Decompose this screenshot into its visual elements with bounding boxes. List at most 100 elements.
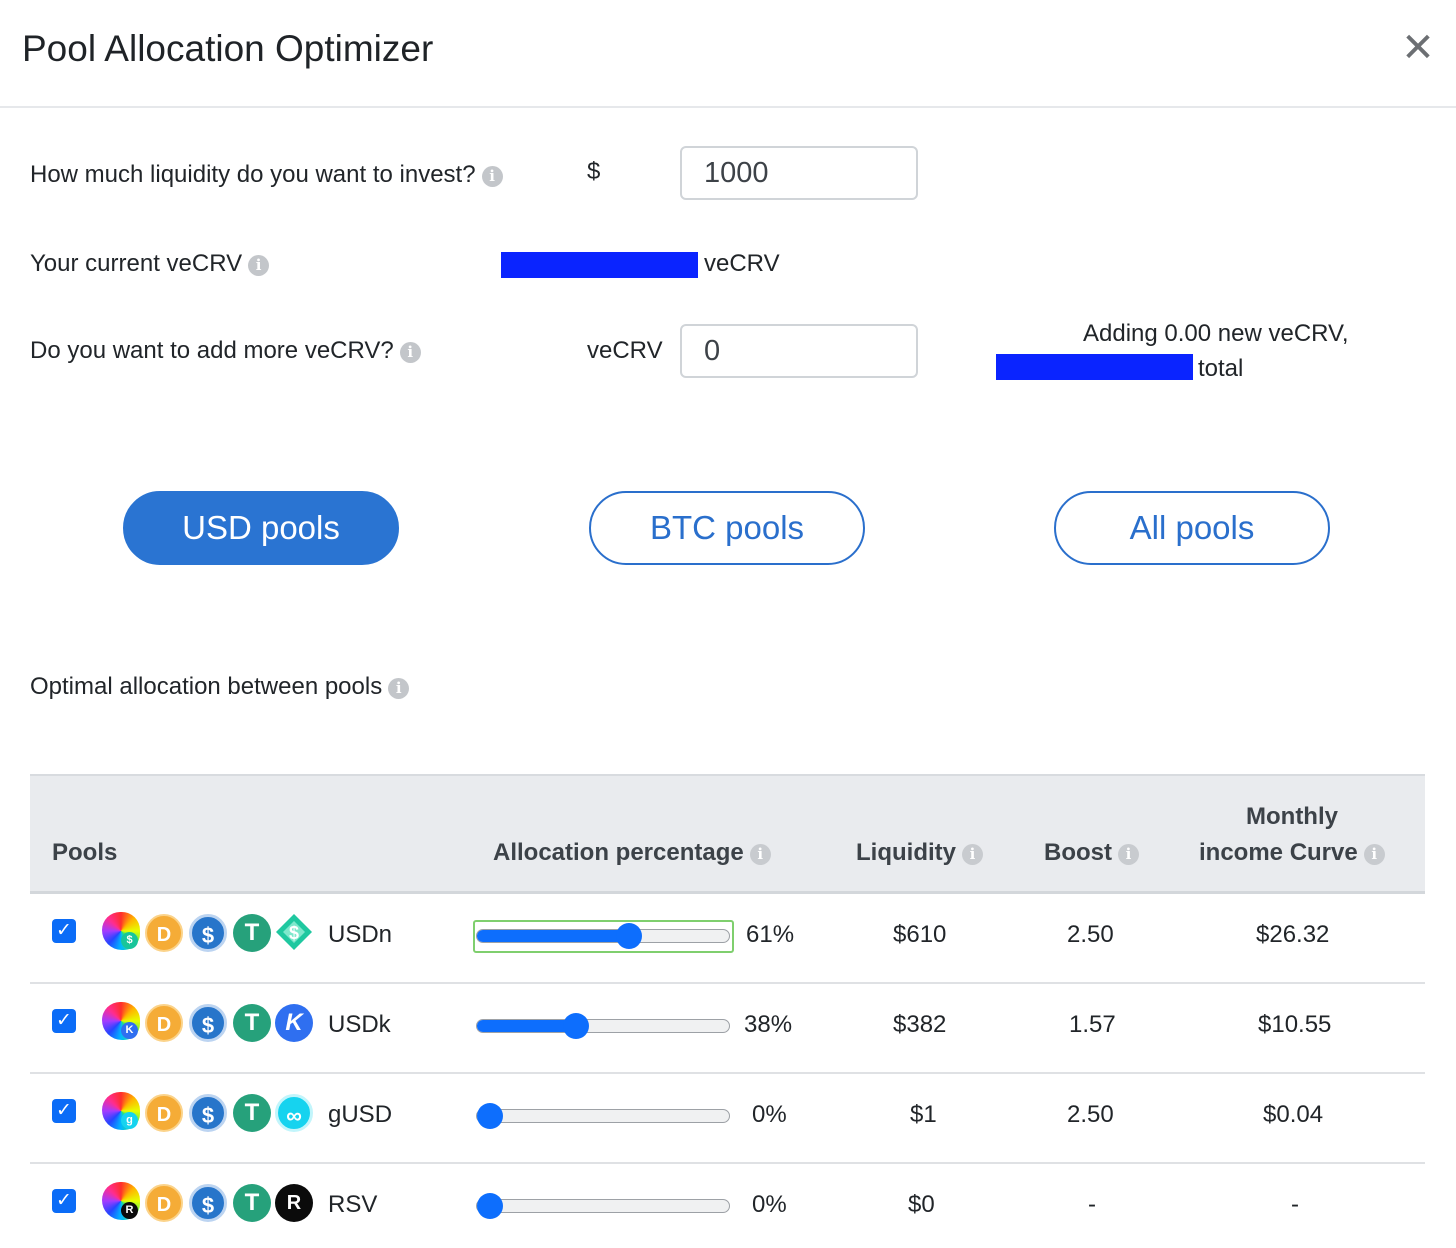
usdc-icon: $ bbox=[189, 1184, 227, 1222]
current-vecrv-label: Your current veCRV bbox=[30, 250, 243, 277]
usd-pools-button[interactable]: USD pools bbox=[123, 491, 399, 565]
slider-fill bbox=[477, 930, 628, 942]
gusd-badge-icon: g bbox=[121, 1112, 138, 1129]
all-pools-button[interactable]: All pools bbox=[1054, 491, 1330, 565]
close-icon[interactable]: ✕ bbox=[1401, 26, 1435, 70]
monthly-income-value: $0.04 bbox=[1263, 1101, 1324, 1128]
pool-name: RSV bbox=[328, 1191, 378, 1218]
header-boost: Boost i bbox=[1044, 836, 1139, 870]
usdn-badge-icon: $ bbox=[121, 932, 138, 949]
allocation-label-group: Optimal allocation between pools i bbox=[30, 673, 410, 701]
slider-thumb[interactable] bbox=[563, 1013, 589, 1039]
header-boost-label: Boost bbox=[1044, 839, 1112, 866]
row-checkbox[interactable]: ✓ bbox=[52, 1009, 76, 1033]
adding-summary: Adding 0.00 new veCRV, bbox=[1083, 320, 1349, 347]
liquidity-label-group: How much liquidity do you want to invest… bbox=[30, 161, 503, 189]
header-monthly-label: income Curve bbox=[1199, 839, 1358, 866]
pool-name: gUSD bbox=[328, 1101, 393, 1128]
monthly-income-value: $10.55 bbox=[1258, 1011, 1332, 1038]
liquidity-value: $610 bbox=[893, 921, 947, 948]
allocation-slider[interactable] bbox=[476, 1103, 730, 1129]
allocation-slider[interactable] bbox=[476, 1193, 730, 1219]
dai-icon: D bbox=[145, 914, 183, 952]
header-liquidity-label: Liquidity bbox=[856, 839, 956, 866]
info-icon[interactable]: i bbox=[481, 166, 503, 187]
modal-title: Pool Allocation Optimizer bbox=[22, 28, 434, 69]
add-vecrv-label-group: Do you want to add more veCRV? i bbox=[30, 337, 421, 365]
allocation-value: 0% bbox=[752, 1101, 787, 1128]
liquidity-value: $0 bbox=[908, 1191, 935, 1218]
slider-focus-ring bbox=[473, 920, 734, 953]
pool-name: USDn bbox=[328, 921, 393, 948]
usdc-icon: $ bbox=[189, 1004, 227, 1042]
liquidity-label: How much liquidity do you want to invest… bbox=[30, 161, 476, 188]
header-pools: Pools bbox=[52, 839, 118, 866]
rsv-badge-icon: R bbox=[121, 1202, 138, 1219]
rsv-icon: R bbox=[275, 1184, 313, 1222]
info-icon[interactable]: i bbox=[1118, 844, 1139, 865]
allocation-value: 0% bbox=[752, 1191, 787, 1218]
redacted-total bbox=[996, 354, 1193, 380]
boost-value: 2.50 bbox=[1067, 921, 1114, 948]
boost-value: 1.57 bbox=[1069, 1011, 1116, 1038]
info-icon[interactable]: i bbox=[1363, 844, 1385, 865]
row-divider bbox=[30, 982, 1425, 984]
header-allocation-label: Allocation percentage bbox=[493, 839, 744, 866]
usdc-icon: $ bbox=[189, 914, 227, 952]
total-label: total bbox=[1198, 355, 1244, 382]
current-vecrv-unit: veCRV bbox=[704, 250, 780, 277]
monthly-income-value: - bbox=[1291, 1191, 1299, 1218]
slider-thumb[interactable] bbox=[477, 1193, 503, 1219]
usdt-icon: T bbox=[233, 1094, 271, 1132]
table-header: Pools Allocation percentage i Liquidity i … bbox=[30, 774, 1425, 894]
info-icon[interactable]: i bbox=[961, 844, 983, 865]
row-divider bbox=[30, 1162, 1425, 1164]
usdc-icon: $ bbox=[189, 1094, 227, 1132]
add-vecrv-label: Do you want to add more veCRV? bbox=[30, 337, 394, 364]
usdk-icon: K bbox=[275, 1004, 313, 1042]
info-icon[interactable]: i bbox=[388, 678, 410, 699]
current-vecrv-label-group: Your current veCRV i bbox=[30, 250, 270, 278]
boost-value: 2.50 bbox=[1067, 1101, 1114, 1128]
info-icon[interactable]: i bbox=[399, 342, 421, 363]
liquidity-value: $1 bbox=[910, 1101, 937, 1128]
header-allocation: Allocation percentage i bbox=[493, 836, 771, 870]
dai-icon: D bbox=[145, 1094, 183, 1132]
allocation-value: 38% bbox=[744, 1011, 793, 1038]
liquidity-value: $382 bbox=[893, 1011, 947, 1038]
boost-value: - bbox=[1088, 1191, 1096, 1218]
usdt-icon: T bbox=[233, 914, 271, 952]
header-monthly: income Curve i bbox=[1199, 836, 1385, 870]
allocation-slider[interactable] bbox=[476, 1013, 730, 1039]
usdt-icon: T bbox=[233, 1184, 271, 1222]
slider-thumb[interactable] bbox=[616, 923, 642, 949]
info-icon[interactable]: i bbox=[749, 844, 771, 865]
add-vecrv-unit: veCRV bbox=[587, 337, 663, 364]
row-divider bbox=[30, 1072, 1425, 1074]
add-vecrv-input[interactable]: 0 bbox=[680, 324, 918, 378]
usdk-badge-icon: K bbox=[121, 1022, 138, 1039]
row-checkbox[interactable]: ✓ bbox=[52, 1189, 76, 1213]
allocation-section-label: Optimal allocation between pools bbox=[30, 673, 383, 700]
row-checkbox[interactable]: ✓ bbox=[52, 919, 76, 943]
slider-fill bbox=[477, 1020, 575, 1032]
btc-pools-button[interactable]: BTC pools bbox=[589, 491, 865, 565]
currency-symbol: $ bbox=[587, 158, 601, 185]
allocation-value: 61% bbox=[746, 921, 795, 948]
dai-icon: D bbox=[145, 1184, 183, 1222]
usdn-icon: $ bbox=[276, 914, 312, 950]
modal-header: Pool Allocation Optimizer ✕ bbox=[0, 0, 1456, 108]
usdt-icon: T bbox=[233, 1004, 271, 1042]
liquidity-input[interactable]: 1000 bbox=[680, 146, 918, 200]
header-monthly-line1: Monthly bbox=[1246, 803, 1338, 830]
allocation-slider[interactable] bbox=[476, 923, 730, 949]
svg-text:$: $ bbox=[289, 923, 299, 943]
slider-thumb[interactable] bbox=[477, 1103, 503, 1129]
redacted-value bbox=[501, 252, 698, 278]
gusd-icon: ∞ bbox=[275, 1094, 313, 1132]
row-checkbox[interactable]: ✓ bbox=[52, 1099, 76, 1123]
header-liquidity: Liquidity i bbox=[856, 836, 983, 870]
pool-name: USDk bbox=[328, 1011, 391, 1038]
dai-icon: D bbox=[145, 1004, 183, 1042]
info-icon[interactable]: i bbox=[248, 255, 270, 276]
